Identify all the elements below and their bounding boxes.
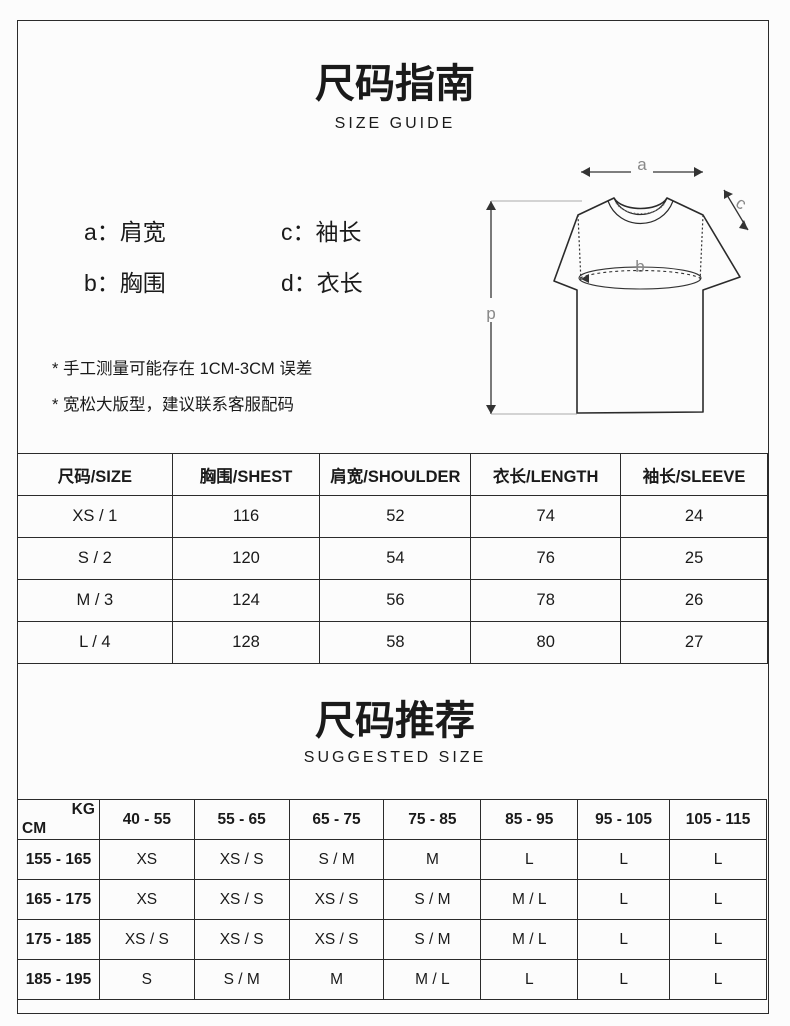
svg-text:c: c xyxy=(732,193,750,214)
svg-text:a: a xyxy=(637,155,647,174)
svg-text:b: b xyxy=(635,257,644,276)
svg-text:d: d xyxy=(486,306,495,325)
